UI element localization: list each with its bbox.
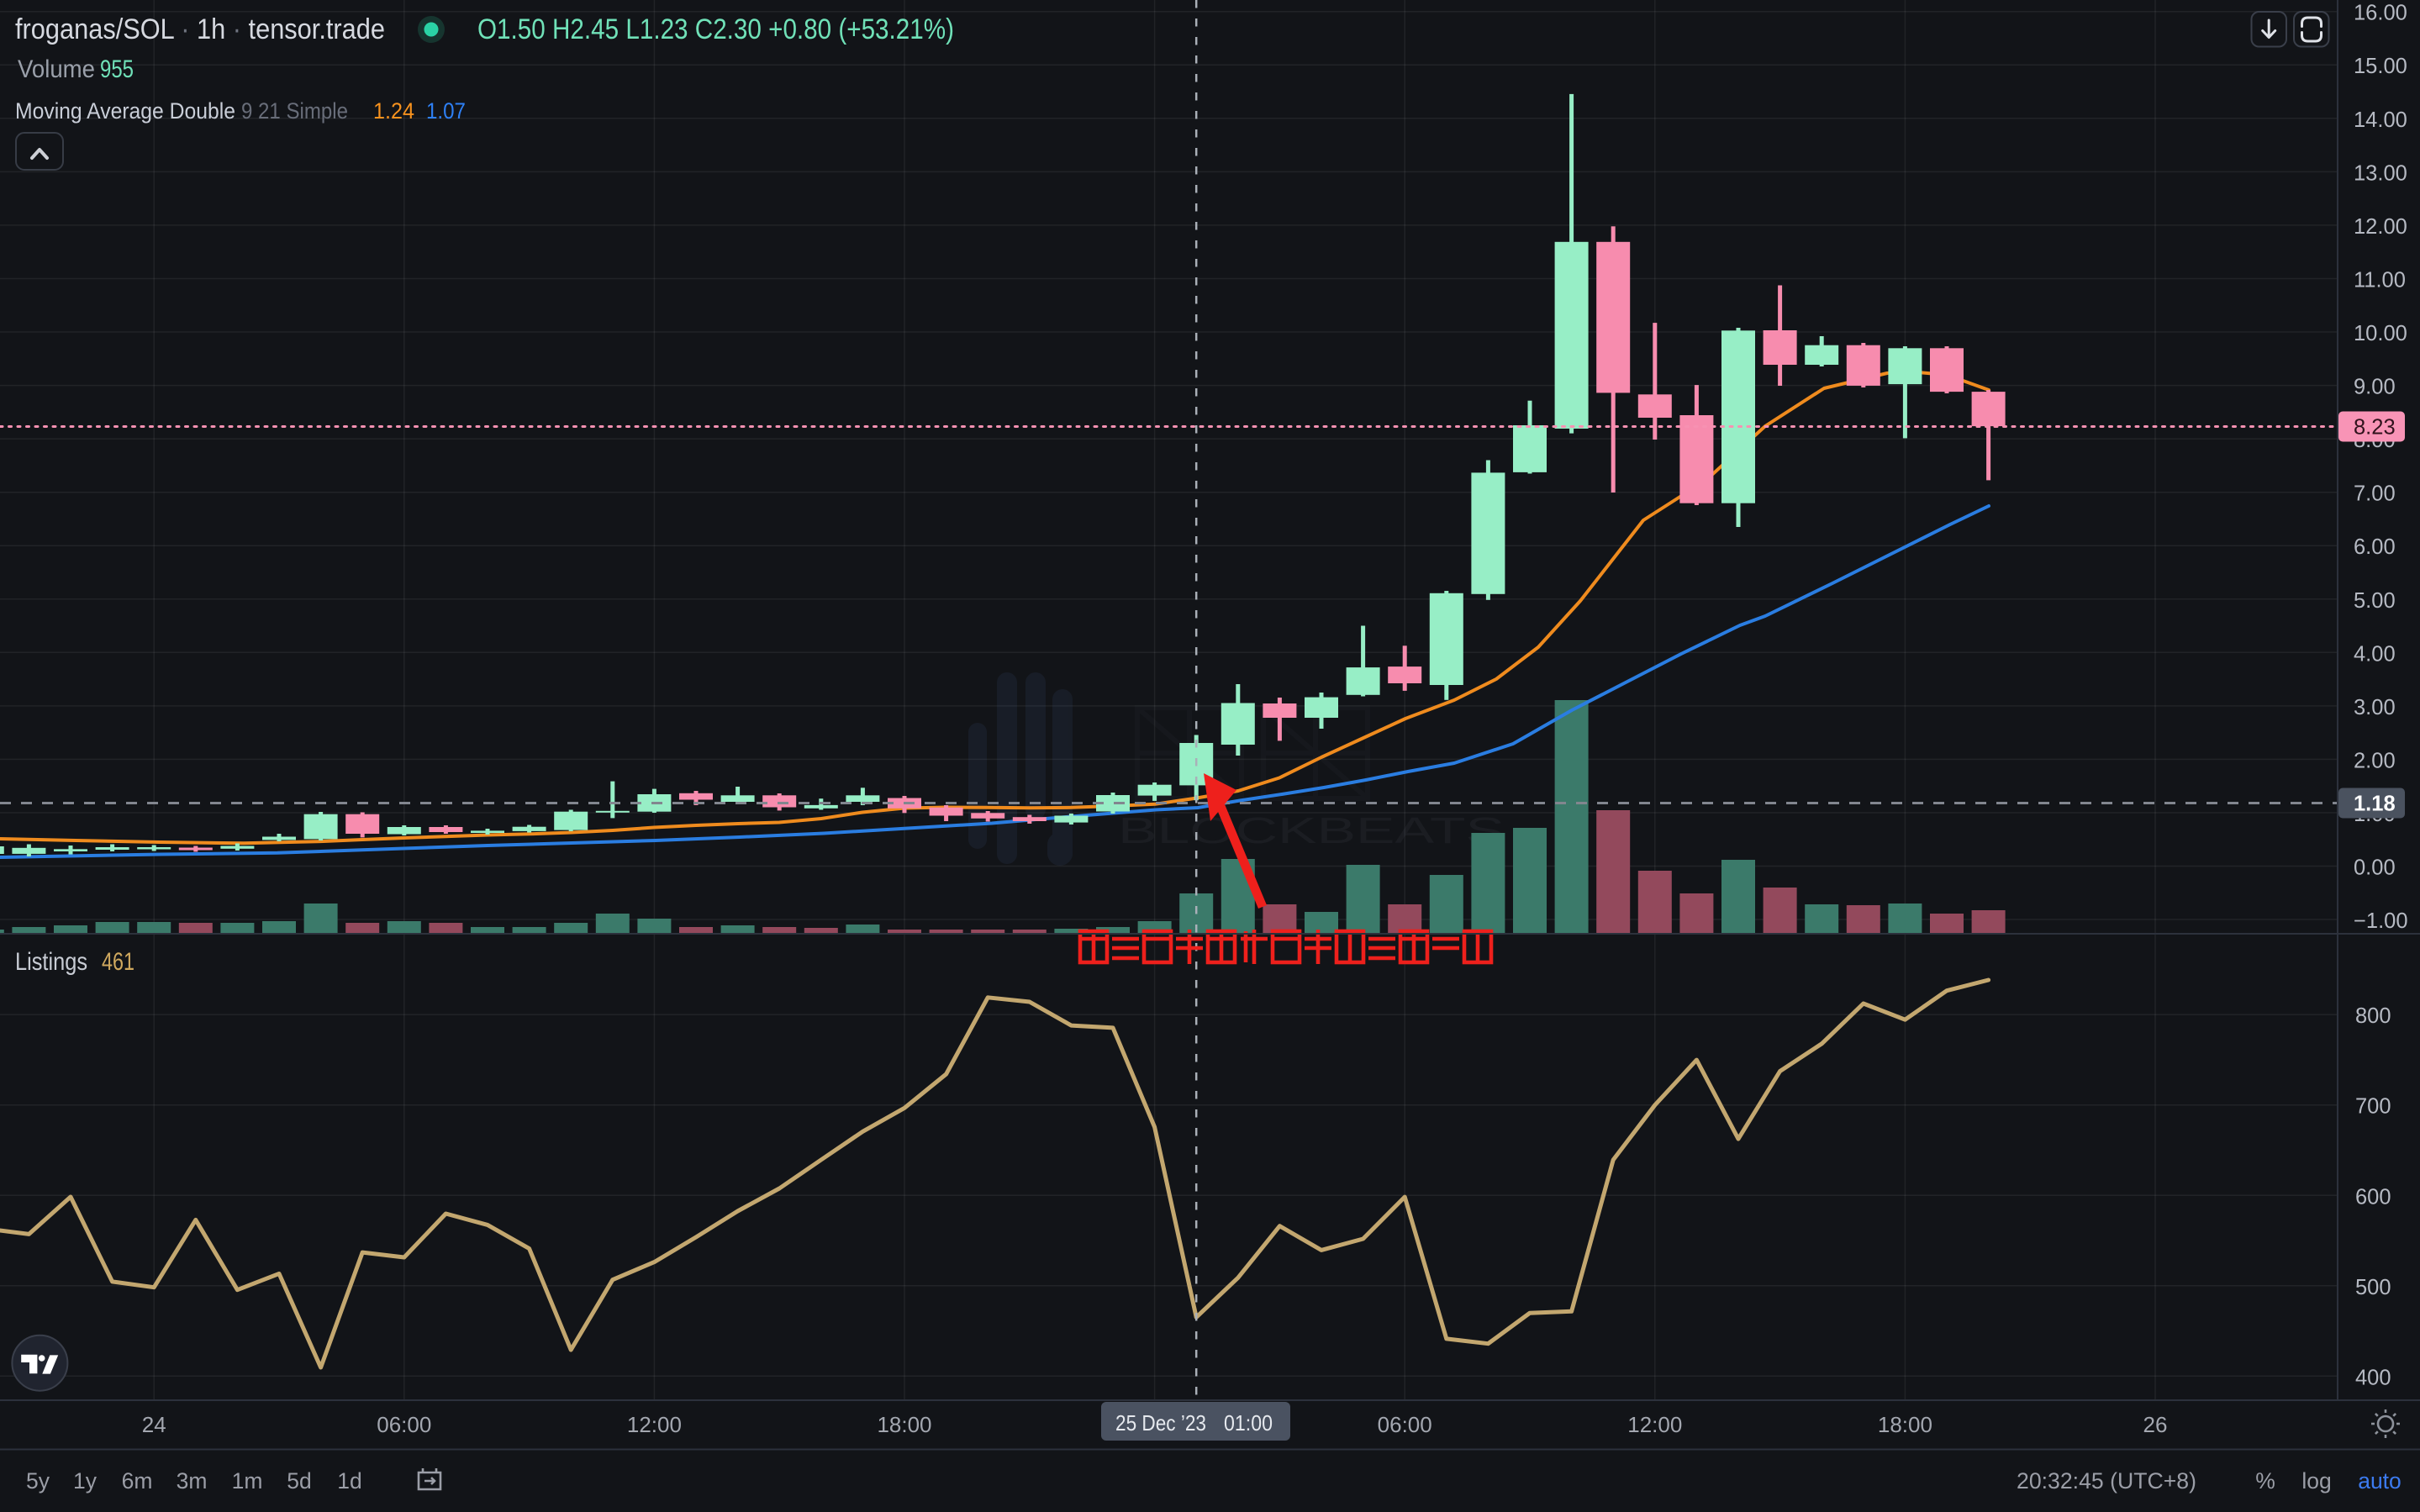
svg-text:400: 400 <box>2355 1366 2391 1389</box>
svg-text:1y: 1y <box>73 1468 98 1494</box>
svg-text:24: 24 <box>142 1412 166 1437</box>
svg-text:955: 955 <box>100 55 134 83</box>
svg-text:14.00: 14.00 <box>2354 108 2407 132</box>
svg-text:3m: 3m <box>177 1468 208 1494</box>
svg-text:2.00: 2.00 <box>2354 749 2396 772</box>
svg-text:3.00: 3.00 <box>2354 696 2396 719</box>
svg-text:6.00: 6.00 <box>2354 535 2396 559</box>
svg-text:%: % <box>2255 1468 2275 1494</box>
svg-text:1m: 1m <box>232 1468 263 1494</box>
svg-text:500: 500 <box>2355 1276 2391 1299</box>
svg-text:9 21 Simple: 9 21 Simple <box>241 98 348 124</box>
svg-text:15.00: 15.00 <box>2354 55 2407 78</box>
svg-text:O1.50 H2.45 L1.23 C2.30 +0.80: O1.50 H2.45 L1.23 C2.30 +0.80 (+53.21%) <box>477 13 954 45</box>
svg-text:06:00: 06:00 <box>1378 1412 1432 1437</box>
svg-text:13.00: 13.00 <box>2354 161 2407 185</box>
svg-text:12.00: 12.00 <box>2354 215 2407 239</box>
svg-text:auto: auto <box>2358 1468 2402 1494</box>
svg-text:20:32:45 (UTC+8): 20:32:45 (UTC+8) <box>2017 1468 2196 1494</box>
svg-text:5d: 5d <box>287 1468 311 1494</box>
svg-text:9.00: 9.00 <box>2354 376 2396 399</box>
svg-text:froganas/SOL · 1h · tensor.tra: froganas/SOL · 1h · tensor.trade <box>15 13 385 45</box>
svg-text:11.00: 11.00 <box>2354 269 2406 292</box>
svg-text:12:00: 12:00 <box>1627 1412 1682 1437</box>
svg-text:600: 600 <box>2355 1185 2391 1209</box>
svg-text:Moving Average Double: Moving Average Double <box>15 98 235 124</box>
svg-text:461: 461 <box>102 948 134 976</box>
svg-text:800: 800 <box>2355 1004 2391 1028</box>
svg-text:10.00: 10.00 <box>2354 322 2407 345</box>
svg-text:−1.00: −1.00 <box>2354 909 2408 933</box>
svg-text:6m: 6m <box>122 1468 153 1494</box>
svg-text:Listings: Listings <box>15 948 87 976</box>
svg-text:26: 26 <box>2143 1412 2168 1437</box>
svg-text:0.00: 0.00 <box>2354 856 2396 880</box>
svg-text:18:00: 18:00 <box>1878 1412 1932 1437</box>
svg-text:700: 700 <box>2355 1095 2391 1119</box>
svg-text:4.00: 4.00 <box>2354 642 2396 666</box>
svg-text:BLOCKBEATS: BLOCKBEATS <box>1118 810 1505 851</box>
svg-text:1.18: 1.18 <box>2354 793 2396 816</box>
svg-text:18:00: 18:00 <box>877 1412 931 1437</box>
svg-text:5.00: 5.00 <box>2354 589 2396 613</box>
svg-text:06:00: 06:00 <box>377 1412 431 1437</box>
svg-text:16.00: 16.00 <box>2354 2 2407 25</box>
svg-text:5y: 5y <box>26 1468 50 1494</box>
svg-text:12:00: 12:00 <box>627 1412 682 1437</box>
svg-text:01:00: 01:00 <box>1224 1410 1273 1436</box>
svg-text:1d: 1d <box>337 1468 361 1494</box>
svg-text:1.24: 1.24 <box>373 98 414 124</box>
svg-text:1.07: 1.07 <box>426 98 466 124</box>
svg-text:25 Dec ’23: 25 Dec ’23 <box>1115 1410 1206 1436</box>
svg-text:8.23: 8.23 <box>2354 416 2396 440</box>
svg-text:Volume: Volume <box>18 55 95 83</box>
svg-text:7.00: 7.00 <box>2354 482 2396 506</box>
svg-text:log: log <box>2301 1468 2331 1494</box>
